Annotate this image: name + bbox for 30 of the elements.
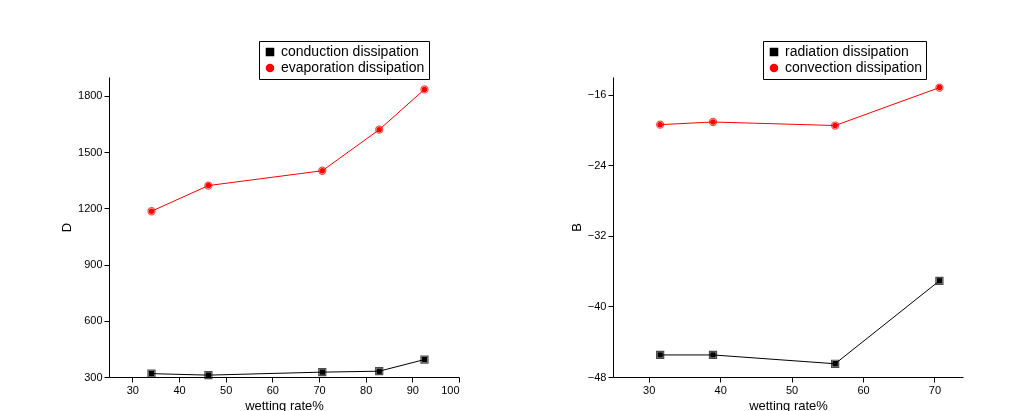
x-tick-label: 30: [126, 383, 139, 396]
legend-label: evaporation dissipation: [281, 59, 425, 75]
x-tick-label: 60: [857, 383, 870, 396]
y-tick-label: 600: [84, 314, 103, 327]
x-tick-label: 40: [714, 383, 727, 396]
y-tick-label: 300: [84, 370, 103, 383]
x-tick-label: 30: [643, 383, 656, 396]
x-tick-label: 90: [406, 383, 419, 396]
y-tick-label: −16: [587, 88, 607, 101]
y-axis-title: D: [59, 222, 75, 233]
x-tick-label: 70: [928, 383, 942, 396]
y-tick-label: 1500: [78, 145, 103, 158]
x-tick-label: 100: [441, 383, 460, 396]
x-tick-label: 80: [360, 383, 373, 396]
x-tick-label: 40: [173, 383, 186, 396]
y-tick-label: −40: [587, 299, 607, 312]
x-tick-label: 70: [313, 383, 326, 396]
x-tick-label: 50: [220, 383, 233, 396]
y-tick-label: 1200: [78, 201, 103, 214]
x-tick-label: 60: [266, 383, 279, 396]
legend-label: conduction dissipation: [281, 43, 419, 59]
y-tick-label: 1800: [78, 89, 103, 102]
y-axis-title: B: [568, 223, 584, 232]
legend-label: convection dissipation: [785, 59, 922, 75]
y-tick-label: −24: [587, 158, 607, 171]
y-tick-label: 900: [84, 258, 103, 270]
legend-label: radiation dissipation: [785, 43, 909, 59]
y-tick-label: −32: [587, 229, 607, 242]
x-tick-label: 50: [785, 383, 799, 396]
y-tick-label: −48: [587, 370, 607, 383]
